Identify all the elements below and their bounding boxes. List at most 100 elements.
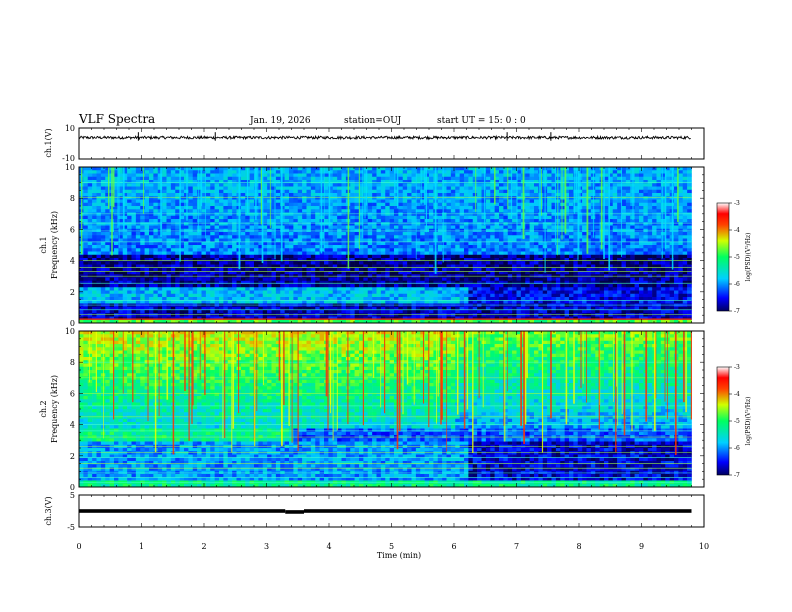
- spectrogram-cell: [367, 248, 373, 252]
- spectrogram-cell: [380, 267, 386, 272]
- spectrogram-cell: [437, 209, 443, 213]
- spectrogram-cell: [481, 228, 487, 233]
- spectrogram-cell: [450, 277, 456, 282]
- spectrogram-cell: [477, 293, 482, 298]
- spectrogram-cell: [157, 238, 163, 243]
- spectrogram-cell: [359, 180, 364, 184]
- spectrogram-cell: [319, 264, 325, 269]
- spectrogram-cell: [280, 293, 285, 298]
- spectrogram-cell: [420, 225, 425, 230]
- spectrogram-cell: [205, 316, 211, 321]
- spectrogram-cell: [415, 238, 421, 243]
- spectrogram-cell: [324, 189, 329, 194]
- spectrogram-cell: [114, 215, 119, 220]
- spectrogram-cell: [175, 173, 180, 178]
- spectrogram-cell: [87, 248, 93, 252]
- spectrogram-cell: [345, 293, 351, 298]
- spectrogram-cell: [188, 173, 194, 178]
- spectrogram-cell: [350, 232, 355, 236]
- spectrogram-cell: [367, 232, 373, 236]
- spectrogram-cell: [118, 310, 124, 314]
- spectrogram-cell: [210, 212, 215, 217]
- spectrogram-cell: [223, 254, 229, 259]
- spectrogram-cell: [140, 176, 145, 181]
- spectrogram-cell: [402, 248, 408, 252]
- spectrogram-cell: [481, 170, 487, 174]
- spectrogram-cell: [232, 235, 237, 239]
- spectrogram-cell: [135, 173, 141, 178]
- spectrogram-cell: [359, 310, 364, 314]
- spectrogram-cell: [192, 300, 198, 304]
- spectrogram-cell: [223, 212, 229, 217]
- spectrogram-cell: [402, 287, 408, 291]
- spectrogram-cell: [166, 287, 172, 291]
- spectrogram-cell: [512, 228, 517, 233]
- spectrogram-cell: [267, 267, 272, 272]
- spectrogram-cell: [232, 313, 237, 317]
- spectrogram-cell: [245, 245, 250, 249]
- spectrogram-cell: [157, 267, 163, 272]
- spectrogram-cell: [170, 215, 176, 220]
- spectrogram-cell: [127, 248, 132, 252]
- spectrogram-cell: [188, 300, 194, 304]
- spectrogram-cell: [297, 316, 303, 321]
- spectrogram-cell: [477, 170, 482, 174]
- spectrogram-cell: [153, 183, 159, 187]
- spectrogram-cell: [214, 199, 220, 204]
- spectrogram-cell: [140, 251, 145, 256]
- spectrogram-cell: [223, 319, 229, 324]
- spectrogram-cell: [499, 225, 504, 230]
- spectrogram-cell: [149, 232, 154, 236]
- spectrogram-cell: [398, 245, 404, 249]
- spectrogram-cell: [512, 277, 517, 282]
- spectrogram-cell: [319, 287, 325, 291]
- spectrogram-cell: [407, 232, 412, 236]
- spectrogram-cell: [184, 313, 189, 317]
- spectrogram-cell: [100, 258, 106, 262]
- spectrogram-cell: [240, 206, 246, 210]
- spectrogram-cell: [131, 170, 137, 174]
- spectrogram-cell: [455, 316, 460, 321]
- spectrogram-cell: [293, 277, 299, 282]
- spectrogram-cell: [131, 280, 137, 285]
- spectrogram-cell: [341, 316, 347, 321]
- spectrogram-cell: [490, 310, 495, 314]
- spectrogram-cell: [389, 287, 395, 291]
- spectrogram-cell: [459, 206, 465, 210]
- spectrogram-cell: [127, 264, 132, 269]
- spectrogram-cell: [516, 293, 522, 298]
- spectrogram-cell: [503, 267, 509, 272]
- spectrogram-cell: [267, 251, 272, 256]
- spectrogram-cell: [494, 319, 500, 324]
- spectrogram-cell: [468, 306, 474, 311]
- spectrogram-cell: [306, 235, 312, 239]
- spectrogram-cell: [324, 245, 329, 249]
- spectrogram-cell: [306, 238, 312, 243]
- spectrogram-cell: [175, 176, 180, 181]
- spectrogram-cell: [258, 277, 264, 282]
- spectrogram-cell: [92, 183, 97, 187]
- spectrogram-cell: [332, 167, 338, 171]
- spectrogram-cell: [446, 310, 452, 314]
- spectrogram-cell: [96, 241, 102, 246]
- spectrogram-cell: [380, 222, 386, 226]
- spectrogram-cell: [92, 219, 97, 223]
- spectrogram-cell: [481, 238, 487, 243]
- spectrogram-cell: [481, 316, 487, 321]
- spectrogram-cell: [140, 313, 145, 317]
- spectrogram-cell: [394, 245, 399, 249]
- spectrogram-cell: [328, 293, 334, 298]
- spectrogram-cell: [227, 232, 233, 236]
- spectrogram-cell: [411, 264, 417, 269]
- spectrogram-cell: [122, 277, 128, 282]
- spectrogram-cell: [184, 254, 189, 259]
- spectrogram-cell: [179, 313, 185, 317]
- spectrogram-cell: [162, 209, 167, 213]
- spectrogram-cell: [420, 186, 425, 191]
- spectrogram-cell: [184, 258, 189, 262]
- spectrogram-cell: [415, 167, 421, 171]
- spectrogram-cell: [398, 199, 404, 204]
- spectrogram-cell: [140, 173, 145, 178]
- spectrogram-cell: [188, 180, 194, 184]
- spectrogram-cell: [446, 284, 452, 288]
